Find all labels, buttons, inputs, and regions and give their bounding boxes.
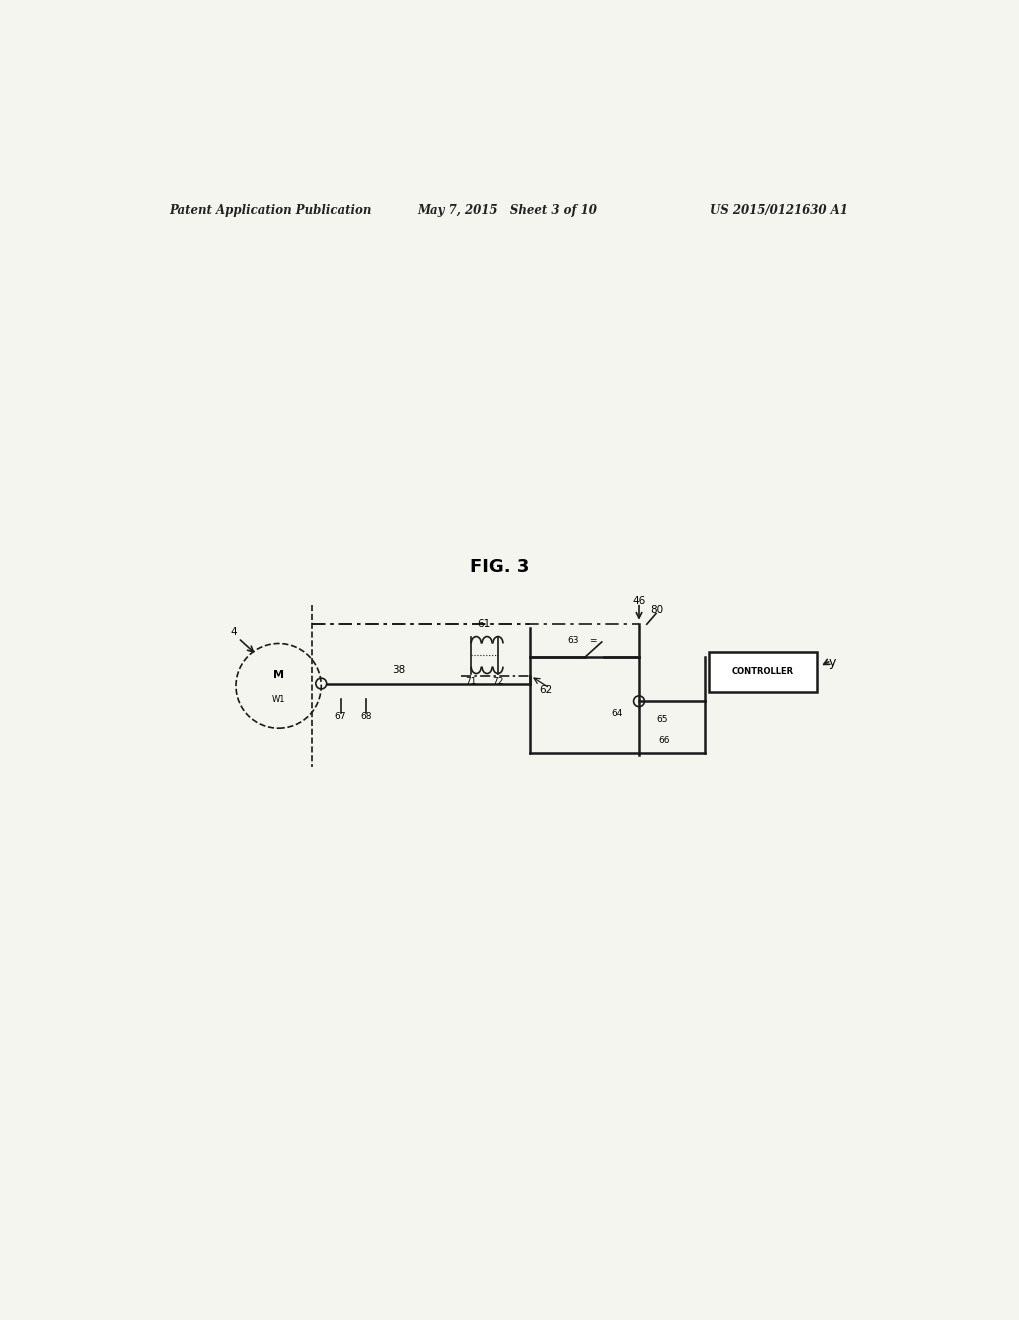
Text: =: =: [588, 636, 596, 645]
Text: 71: 71: [465, 677, 476, 686]
FancyBboxPatch shape: [708, 652, 816, 692]
Text: W1: W1: [272, 696, 285, 704]
Text: 46: 46: [632, 597, 645, 606]
Text: 38: 38: [391, 665, 405, 675]
Text: 63: 63: [567, 636, 579, 645]
Text: M: M: [273, 671, 284, 680]
Text: 4: 4: [230, 627, 236, 638]
Text: May 7, 2015   Sheet 3 of 10: May 7, 2015 Sheet 3 of 10: [417, 205, 596, 218]
Text: 66: 66: [658, 737, 669, 744]
Text: 72: 72: [492, 677, 503, 686]
Text: Patent Application Publication: Patent Application Publication: [169, 205, 372, 218]
Text: 64: 64: [611, 709, 623, 718]
Text: 65: 65: [656, 715, 667, 725]
Text: 61: 61: [477, 619, 490, 630]
Text: 80: 80: [650, 606, 662, 615]
Text: FIG. 3: FIG. 3: [470, 557, 529, 576]
Text: 62: 62: [539, 685, 552, 694]
Text: CONTROLLER: CONTROLLER: [732, 668, 793, 676]
Text: 67: 67: [334, 713, 346, 721]
Text: 68: 68: [360, 713, 372, 721]
Text: y: y: [828, 656, 836, 669]
Text: US 2015/0121630 A1: US 2015/0121630 A1: [709, 205, 847, 218]
